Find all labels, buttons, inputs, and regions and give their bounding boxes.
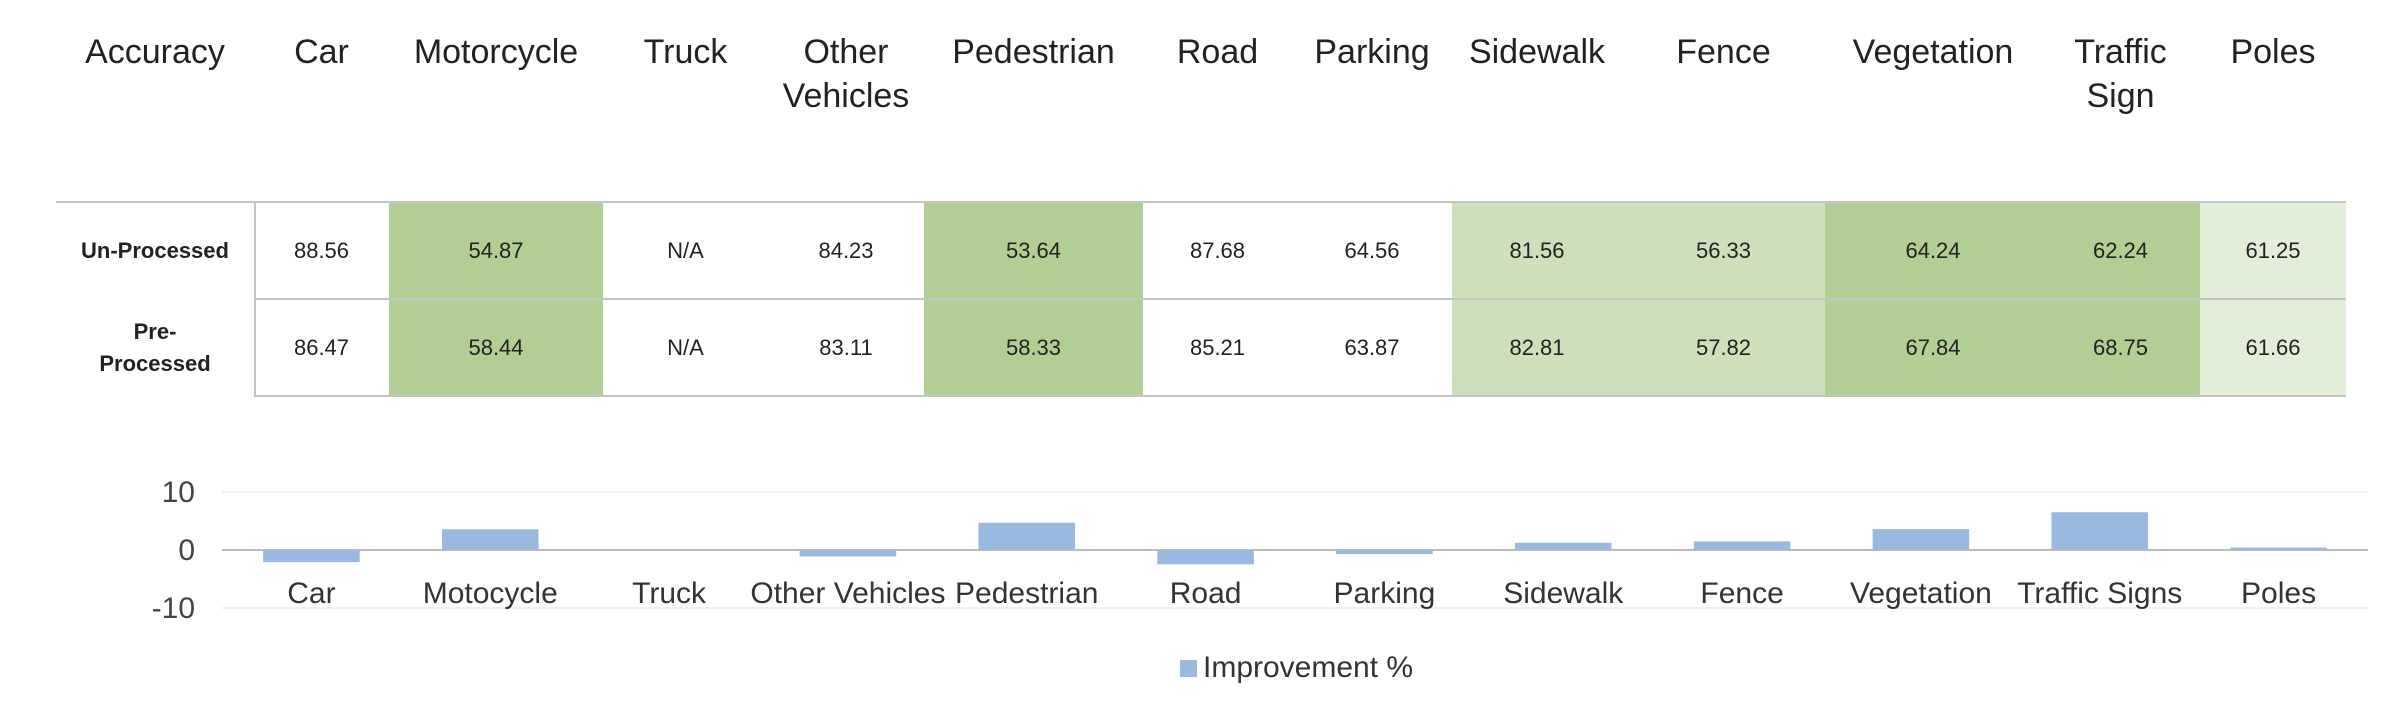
table-cell: 83.11 [819,334,873,360]
table-cell: 57.82 [1622,299,1825,396]
row-label: Pre- Processed [99,318,211,376]
table-corner-label: Accuracy [85,33,225,71]
x-tick-label: Other Vehicles [750,577,945,610]
table-row: Un-Processed 88.56 54.87 N/A 84.23 53.64 87.68… [56,202,2346,299]
table-cell: 58.44 [389,299,603,396]
x-tick-label: Poles [2241,577,2316,610]
bar [1157,550,1254,565]
column-header: Parking [1314,33,1430,71]
chart-legend: Improvement % [1180,651,1413,684]
bar [799,550,897,557]
table-cell: 56.33 [1622,202,1825,299]
y-tick-label: 0 [178,534,195,567]
table-cell: 64.24 [1825,202,2041,299]
x-tick-label: Car [287,577,335,610]
column-header: Fence [1676,33,1771,71]
table-cell: 53.64 [924,202,1143,299]
column-header: Poles [2230,33,2316,71]
bar [1336,550,1433,555]
x-tick-label: Parking [1334,577,1436,610]
legend-swatch [1180,660,1197,677]
row-label: Un-Processed [81,237,229,263]
bar [1693,541,1791,550]
x-tick-label: Traffic Signs [2017,577,2182,610]
table-rule [254,298,2346,300]
table-rule [254,395,2346,397]
bar [2230,547,2327,550]
column-header: Motorcycle [413,33,579,71]
x-tick-label: Motocycle [423,577,558,610]
table-cell: 61.66 [2200,299,2346,396]
x-tick-label: Road [1170,577,1242,610]
bar [978,522,1076,550]
improvement-bar-chart: -10 0 10 Car Motocycle Truck Other Vehicles Pe… [152,476,2368,684]
column-header: Traffic Sign [2074,33,2167,115]
table-cell: 62.24 [2041,202,2200,299]
column-header: Car [294,33,349,71]
x-tick-label: Sidewalk [1503,577,1624,610]
column-header: Sidewalk [1468,33,1606,71]
table-row: Pre- Processed 86.47 58.44 N/A 83.11 58.33 85.2… [56,299,2346,396]
table-cell: 64.56 [1344,237,1400,263]
x-tick-label: Truck [632,577,707,610]
table-cell: 68.75 [2041,299,2200,396]
table-cell: 86.47 [293,334,350,360]
table-cell: 87.68 [1189,237,1246,263]
y-tick-label: 10 [162,476,195,509]
table-cell: 84.23 [818,237,874,263]
table-cell: 67.84 [1825,299,2041,396]
column-header: Pedestrian [952,33,1115,71]
column-header: Truck [643,33,728,71]
table-cell: 82.81 [1452,299,1622,396]
bar [1514,542,1612,550]
column-header: Vegetation [1852,33,2014,71]
table-cell: 81.56 [1452,202,1622,299]
table-cell: N/A [667,237,704,263]
x-tick-label: Vegetation [1850,577,1992,610]
table-cell: 54.87 [389,202,603,299]
legend-label: Improvement % [1203,651,1413,684]
bar [1872,529,1970,550]
table-cell: 61.25 [2200,202,2346,299]
x-tick-label: Pedestrian [955,577,1098,610]
table-cell: 88.56 [293,237,350,263]
bar [2051,512,2149,550]
column-header: Road [1176,33,1259,71]
column-header: Other Vehicles [782,33,910,115]
table-cell: N/A [667,334,704,360]
table-cell: 85.21 [1189,334,1246,360]
table-cell: 58.33 [924,299,1143,396]
table-rule [56,201,2346,203]
table-rule [254,201,256,397]
bar [441,529,539,550]
y-tick-label: -10 [152,592,195,625]
x-tick-label: Fence [1700,577,1783,610]
table-cell: 63.87 [1344,334,1400,360]
bar [263,550,360,563]
